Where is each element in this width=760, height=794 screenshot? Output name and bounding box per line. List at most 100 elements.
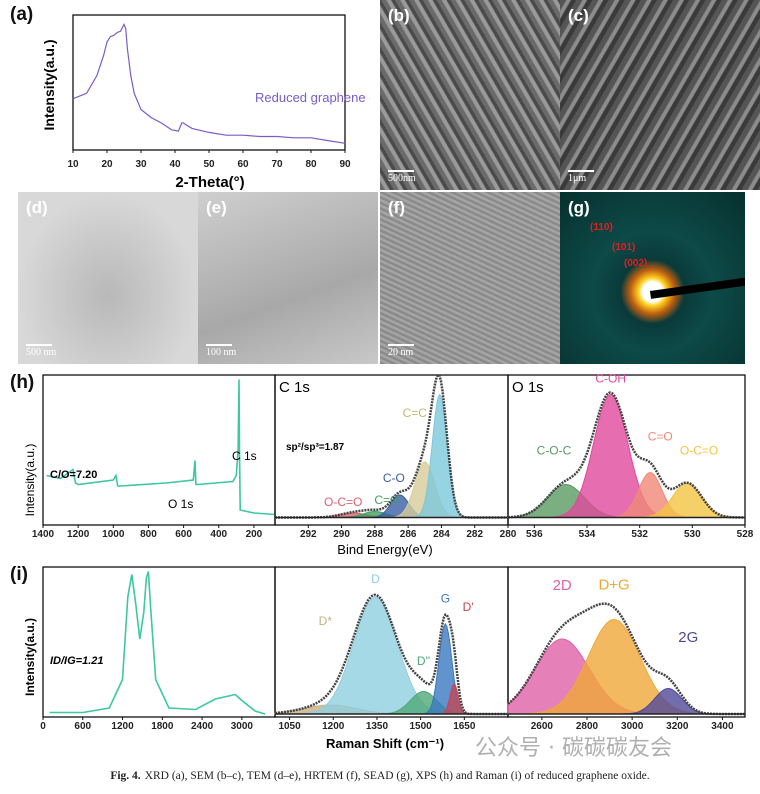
xps_survey-xtick-label: 1000 [102, 529, 125, 540]
raman-chart: 0 600 1200 1800 2400 3000 1050 1200 1350 1500 1650… [23, 566, 746, 751]
scale-bar-d: 500 nm [26, 344, 56, 358]
xrd-xtick-label: 50 [203, 159, 215, 170]
tem-image-e: (e) 100 nm [198, 192, 378, 364]
peak-label: C-O-C [537, 443, 572, 457]
xrd-legend: Reduced graphene oxide [255, 90, 370, 105]
xrd-xtick-label: 40 [169, 159, 181, 170]
panel-label-h: (h) [10, 372, 35, 393]
xps_c1s-xtick-label: 280 [500, 529, 517, 540]
peak-label: C-OH [595, 372, 626, 386]
xrd-xtick-label: 90 [339, 159, 351, 170]
xps_c1s-xtick-label: 290 [333, 529, 350, 540]
peak-label: O-C=O [680, 444, 718, 458]
panel-label-d: (d) [26, 198, 48, 217]
panel-label-a: (a) [10, 4, 34, 25]
xps_survey-xtick-label: 1200 [67, 529, 90, 540]
xps_survey-series-line [46, 379, 276, 516]
watermark: 公众号 · 碳碳碳友会 [475, 736, 672, 761]
sp-ratio-label: sp²/sp³=1.87 [286, 442, 345, 453]
xrd-xtick-label: 60 [237, 159, 249, 170]
xps-xlabel: Bind Energy(eV) [337, 542, 432, 557]
xps-ylabel: Intensity(a.u.) [23, 444, 37, 517]
raman_first-xtick-label: 1050 [278, 721, 301, 732]
xps_survey-xtick-label: 800 [140, 529, 157, 540]
peak-label: C=C [428, 370, 453, 371]
panel-label-i: (i) [10, 564, 28, 585]
c-o-ratio-label: C/O=7.20 [50, 469, 97, 481]
scale-bar-f: 20 nm [388, 344, 414, 358]
raman_full-xtick-label: 3000 [231, 721, 254, 732]
raman_full-xtick-label: 0 [40, 721, 46, 732]
xps_o1s-envelope [507, 391, 745, 519]
xps_o1s-xtick-label: 534 [579, 529, 596, 540]
raman_first-xtick-label: 1500 [410, 721, 433, 732]
id-ig-ratio-label: ID/IG=1.21 [50, 655, 104, 667]
c1s-title: C 1s [279, 379, 310, 396]
xps_o1s-xtick-label: 532 [631, 529, 648, 540]
raman_full-series-line [49, 571, 266, 715]
raman_full-xtick-label: 2400 [191, 721, 214, 732]
sem-image-c: (c) 1μm [560, 0, 760, 190]
xrd-xtick-label: 20 [101, 159, 113, 170]
survey-c1s-label: C 1s [232, 449, 257, 463]
xps_c1s-xtick-label: 286 [400, 529, 417, 540]
xps_c1s-xtick-label: 292 [300, 529, 317, 540]
beam-stopper [649, 277, 745, 299]
raman_full-xtick-label: 1800 [151, 721, 174, 732]
raman_first-xtick-label: 1200 [322, 721, 345, 732]
raman_second-xtick-label: 3000 [621, 721, 644, 732]
xrd-series-line [72, 22, 346, 144]
scale-bar-c: 1μm [568, 170, 594, 184]
hrtem-image-f: (f) 20 nm [380, 192, 560, 364]
peak-label: G [441, 592, 450, 606]
scale-bar-e: 100 nm [206, 344, 236, 358]
peak-label: D* [319, 614, 333, 628]
peak-label: C=C [403, 406, 428, 420]
raman_full-xtick-label: 600 [74, 721, 91, 732]
tem-image-d: (d) 500 nm [18, 192, 198, 364]
xrd-xlabel: 2-Theta(°) [175, 174, 244, 190]
xps_o1s-xtick-label: 528 [737, 529, 754, 540]
saed-label-101: (101) [612, 242, 636, 253]
survey-o1s-label: O 1s [168, 497, 193, 511]
peak-label: D [371, 572, 380, 586]
xps_survey-xtick-label: 200 [246, 529, 263, 540]
raman_first-xtick-label: 1350 [366, 721, 389, 732]
xrd-xtick-label: 30 [135, 159, 147, 170]
caption-label: Fig. 4. [110, 770, 141, 782]
xps_c1s-xtick-label: 284 [433, 529, 450, 540]
xrd-xtick-label: 70 [271, 159, 283, 170]
xps_c1s-xtick-label: 282 [466, 529, 483, 540]
peak-label: 2G [678, 629, 698, 646]
raman-ylabel: Intensity(a.u.) [23, 618, 37, 696]
caption-text: XRD (a), SEM (b–c), TEM (d–e), HRTEM (f)… [144, 770, 650, 782]
raman_second-xtick-label: 2600 [531, 721, 554, 732]
peak-label: 2D [553, 577, 572, 594]
peak-label: O-C=O [324, 495, 362, 509]
panel-label-c: (c) [568, 6, 589, 25]
figure-caption: Fig. 4. XRD (a), SEM (b–c), TEM (d–e), HR… [0, 768, 760, 784]
peak-label: D'' [417, 654, 430, 668]
o1s-title: O 1s [512, 379, 544, 396]
xps_o1s-xtick-label: 530 [684, 529, 701, 540]
xps_survey-xtick-label: 400 [210, 529, 227, 540]
xps-chart: 1400 1200 1000 800 600 400 200 292 290 288 286 284 2… [23, 370, 754, 557]
panel-label-e: (e) [206, 198, 227, 217]
raman-xlabel: Raman Shift (cm⁻¹) [326, 736, 444, 751]
raman_second-xtick-label: 3200 [666, 721, 689, 732]
raman_full-xtick-label: 1200 [111, 721, 134, 732]
saed-label-002: (002) [624, 258, 648, 269]
xrd-ylabel: Intensity(a.u.) [41, 39, 57, 130]
raman_second-xtick-label: 2800 [576, 721, 599, 732]
peak-label: D' [463, 600, 474, 614]
fit-peak-d [275, 596, 508, 715]
sem-image-b: (b) 500nm [380, 0, 560, 190]
peak-label: C=O [374, 493, 399, 507]
xrd-xtick-label: 80 [305, 159, 317, 170]
saed-image-g: (g) (110) (101) (002) [560, 192, 745, 364]
peak-label: C-O [383, 471, 405, 485]
xps_c1s-xtick-label: 288 [367, 529, 384, 540]
raman_second-xtick-label: 3400 [711, 721, 734, 732]
peak-label: D+G [598, 577, 629, 594]
raman_first-xtick-label: 1650 [453, 721, 476, 732]
